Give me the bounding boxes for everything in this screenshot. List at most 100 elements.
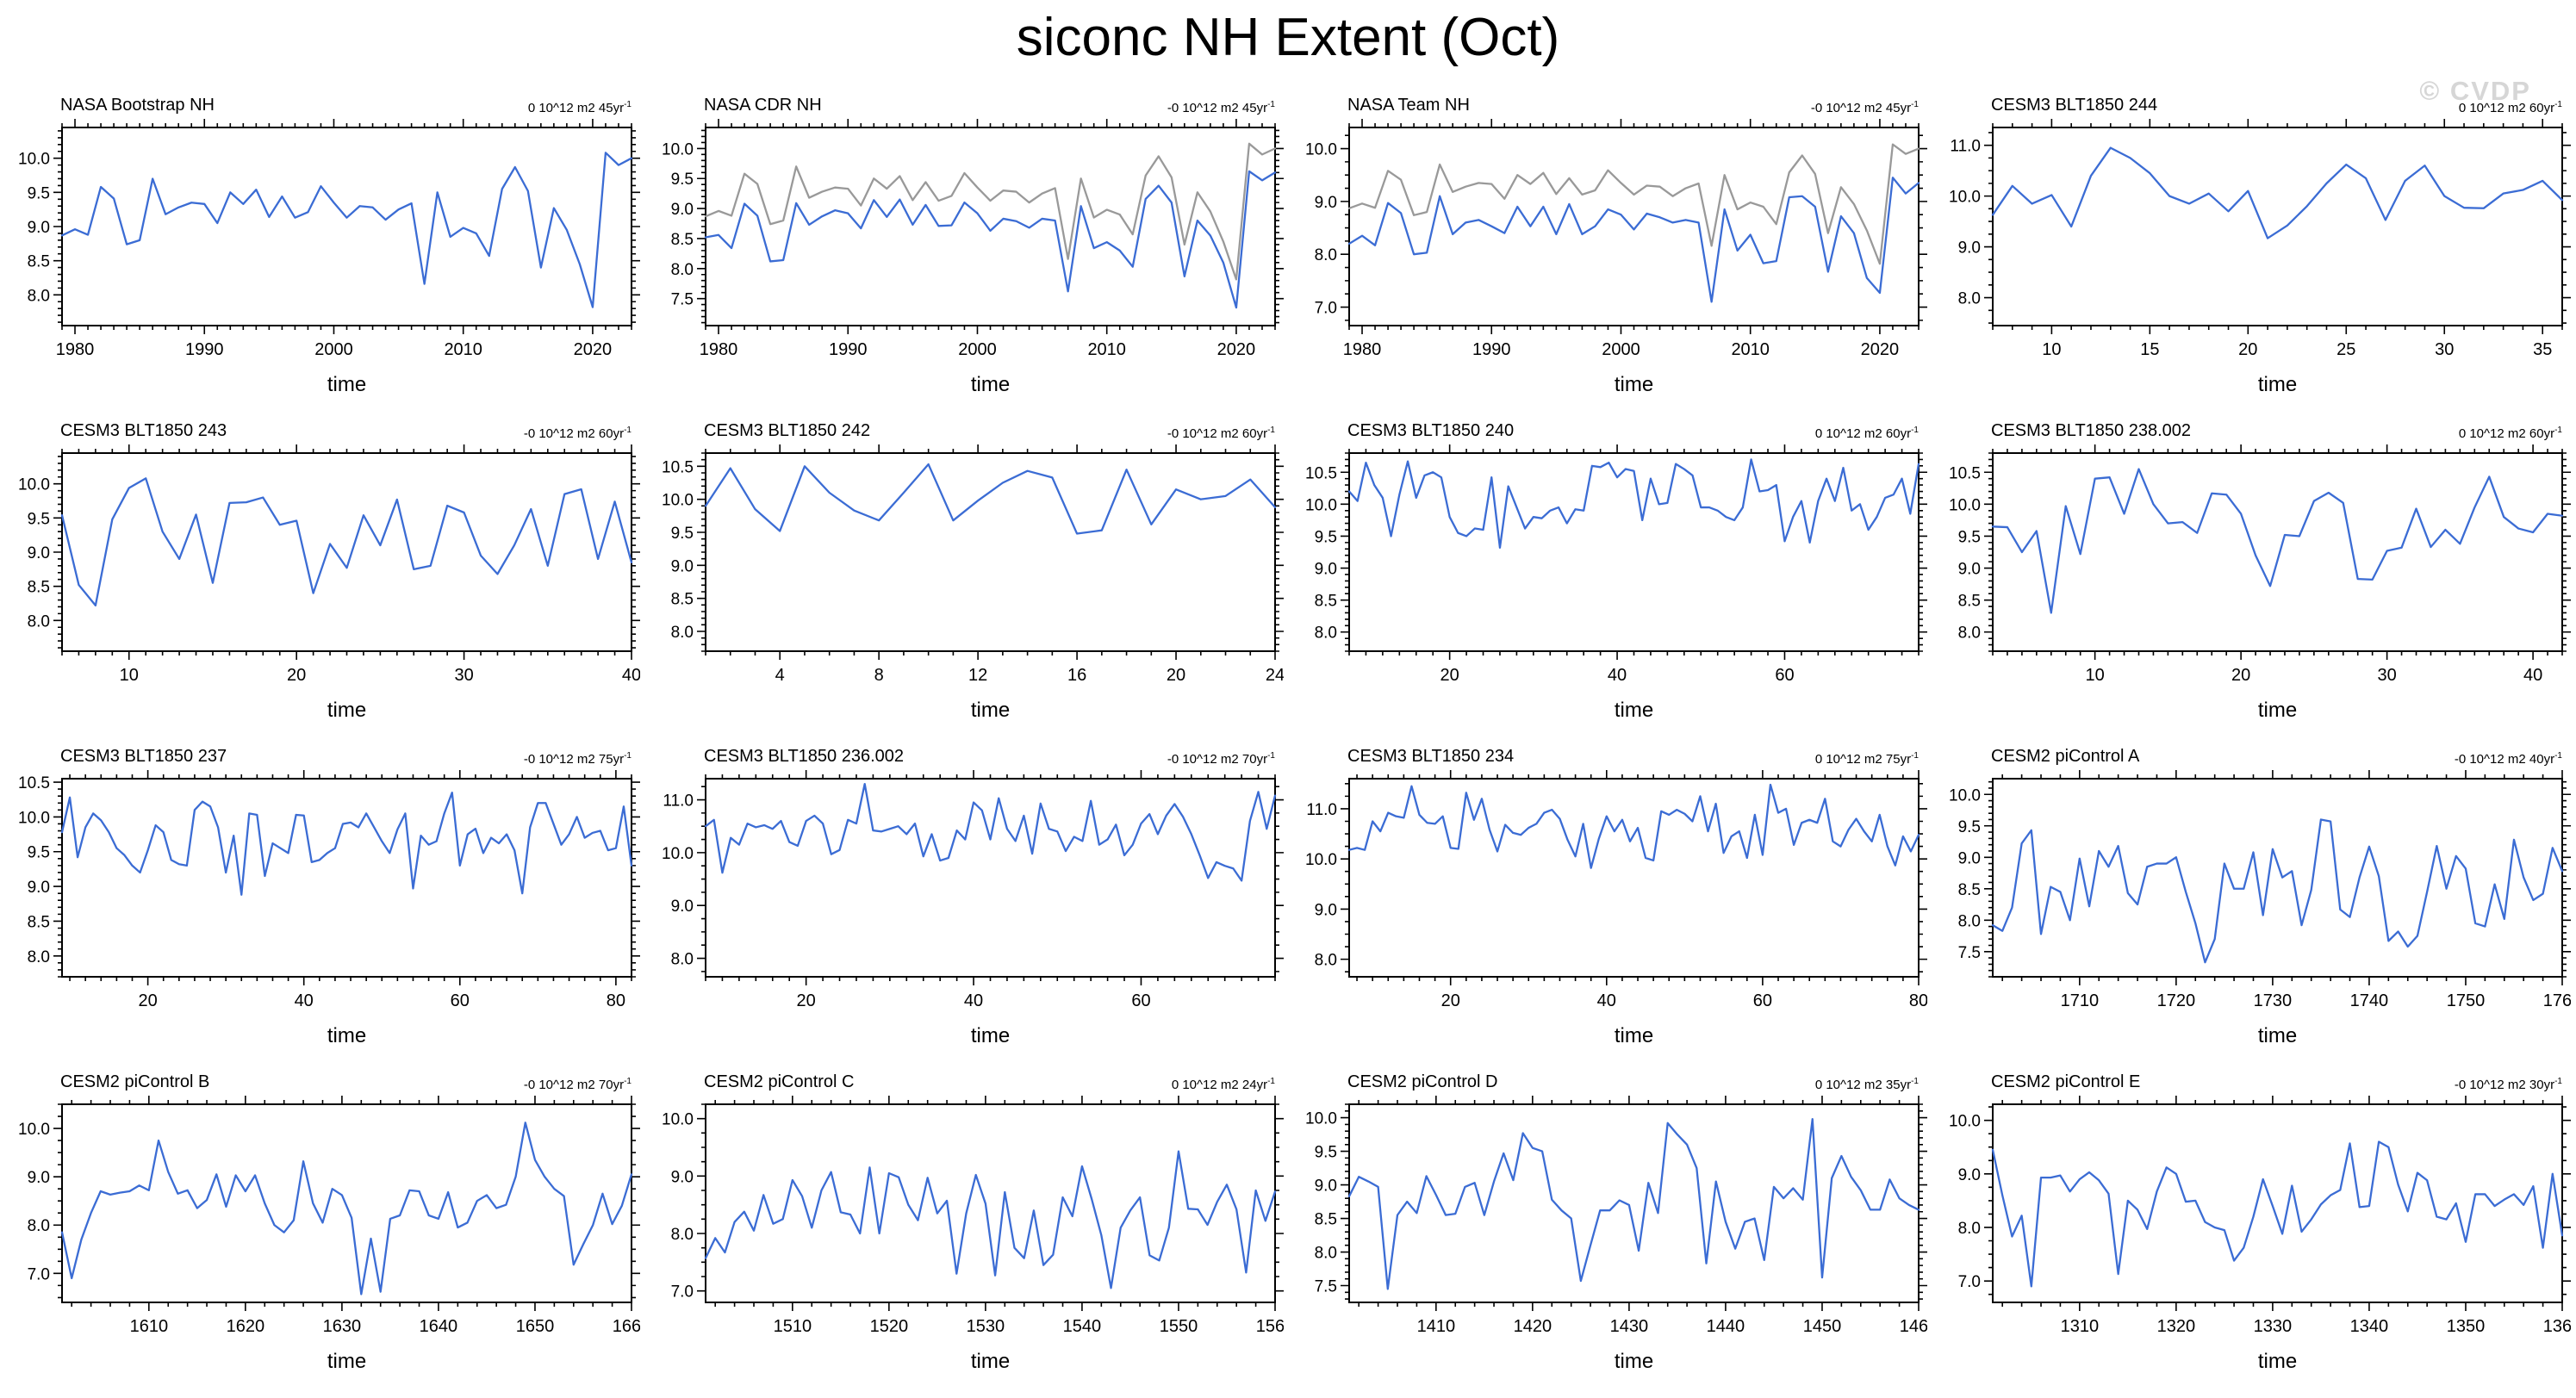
x-axis-label: time	[1615, 1350, 1653, 1373]
svg-text:1330: 1330	[2254, 1317, 2293, 1336]
svg-text:8.0: 8.0	[1958, 290, 1981, 308]
panel-title: NASA Team NH	[1347, 96, 1470, 115]
trend-text: 0 10^12 m2 60yr	[2458, 426, 2555, 441]
chart-panel: NASA Team NH -0 10^12 m2 45yr-1 7.0 8.0 9.…	[1292, 93, 1927, 408]
data-series-nasa-bootstrap-nh-reference	[704, 142, 1277, 281]
trend-superscript: -1	[1911, 100, 1919, 109]
svg-text:11.0: 11.0	[1306, 801, 1337, 819]
trend-superscript: -1	[1267, 751, 1275, 761]
svg-text:35: 35	[2533, 340, 2552, 359]
data-series-cesm3-blt1850-240	[1347, 458, 1920, 549]
svg-text:20: 20	[1440, 666, 1459, 685]
svg-text:10.0: 10.0	[18, 809, 50, 827]
svg-text:9.5: 9.5	[1958, 818, 1981, 836]
data-series-cesm3-blt1850-243	[60, 477, 633, 607]
trend-superscript: -1	[2554, 426, 2562, 435]
chart-panel: CESM3 BLT1850 243 -0 10^12 m2 60yr-1 8.0…	[5, 419, 640, 734]
svg-text:20: 20	[2238, 340, 2257, 359]
svg-text:1730: 1730	[2254, 991, 2293, 1010]
chart-panel: CESM3 BLT1850 236.002 -0 10^12 m2 70yr-1…	[649, 744, 1284, 1059]
svg-text:30: 30	[2435, 340, 2454, 359]
svg-text:10.0: 10.0	[662, 845, 694, 863]
trend-superscript: -1	[624, 100, 632, 109]
panel-header: CESM3 BLT1850 240 0 10^12 m2 60yr-1	[1292, 419, 1927, 441]
trend-superscript: -1	[1267, 1077, 1275, 1086]
svg-text:8.0: 8.0	[1958, 624, 1981, 643]
trend-superscript: -1	[624, 1077, 632, 1086]
panel-trend-annotation: -0 10^12 m2 60yr-1	[524, 426, 632, 441]
line-plot: 7.0 8.0 9.0 10.0 1310 1320 1330 1340 1350 1360 tim…	[1949, 1096, 2571, 1373]
svg-text:40: 40	[2523, 666, 2542, 685]
svg-text:11.0: 11.0	[1950, 138, 1981, 156]
chart-panel: CESM2 piControl C 0 10^12 m2 24yr-1 7.0 8…	[649, 1070, 1284, 1385]
svg-text:8.5: 8.5	[1958, 881, 1981, 899]
svg-text:10.0: 10.0	[1949, 1113, 1981, 1131]
cvdp-watermark: © CVDP	[2419, 76, 2531, 106]
svg-text:10.0: 10.0	[1305, 1110, 1337, 1128]
x-axis-label: time	[327, 1350, 366, 1373]
svg-text:16: 16	[1067, 666, 1086, 685]
data-series-cesm2-picontrol-d	[1347, 1117, 1920, 1290]
svg-text:1350: 1350	[2447, 1317, 2486, 1336]
svg-text:25: 25	[2336, 340, 2355, 359]
panel-title: CESM3 BLT1850 242	[704, 421, 871, 440]
svg-text:7.5: 7.5	[1315, 1278, 1337, 1296]
svg-text:1750: 1750	[2447, 991, 2486, 1010]
panel-trend-annotation: 0 10^12 m2 35yr-1	[1815, 1077, 1919, 1092]
svg-text:8.0: 8.0	[1315, 246, 1337, 264]
svg-text:8.0: 8.0	[1315, 952, 1337, 970]
trend-superscript: -1	[2554, 1077, 2562, 1086]
svg-text:9.0: 9.0	[1958, 849, 1981, 867]
trend-text: 0 10^12 m2 35yr	[1814, 1078, 1912, 1092]
svg-text:40: 40	[622, 666, 640, 685]
panel-trend-annotation: 0 10^12 m2 60yr-1	[1815, 426, 1919, 441]
svg-text:9.5: 9.5	[28, 184, 50, 202]
data-series-cesm2-picontrol-e	[1991, 1140, 2564, 1288]
data-series-nasa-team-nh	[1347, 177, 1920, 303]
panel-title: NASA CDR NH	[704, 96, 822, 115]
svg-text:8.0: 8.0	[671, 261, 694, 279]
panel-title: CESM2 piControl B	[60, 1072, 210, 1091]
svg-text:40: 40	[964, 991, 983, 1010]
chart-panel: CESM2 piControl E -0 10^12 m2 30yr-1 7.0…	[1936, 1070, 2571, 1385]
panel-trend-annotation: -0 10^12 m2 45yr-1	[1167, 100, 1275, 115]
trend-text: -0 10^12 m2 45yr	[1167, 101, 1268, 115]
x-axis-label: time	[1615, 373, 1653, 396]
trend-superscript: -1	[2554, 100, 2562, 109]
svg-text:1710: 1710	[2061, 991, 2100, 1010]
svg-text:1990: 1990	[829, 340, 868, 359]
panel-header: CESM2 piControl B -0 10^12 m2 70yr-1	[5, 1070, 640, 1092]
svg-text:1630: 1630	[323, 1317, 362, 1336]
panel-header: CESM2 piControl D 0 10^12 m2 35yr-1	[1292, 1070, 1927, 1092]
svg-text:9.0: 9.0	[1315, 1177, 1337, 1196]
panel-trend-annotation: 0 10^12 m2 24yr-1	[1172, 1077, 1275, 1092]
chart-panel: CESM3 BLT1850 244 0 10^12 m2 60yr-1 8.0 9…	[1936, 93, 2571, 408]
svg-text:20: 20	[1441, 991, 1460, 1010]
svg-text:8.0: 8.0	[28, 287, 50, 305]
panel-trend-annotation: -0 10^12 m2 30yr-1	[2455, 1077, 2562, 1092]
svg-text:10.0: 10.0	[662, 140, 694, 158]
panel-header: CESM3 BLT1850 242 -0 10^12 m2 60yr-1	[649, 419, 1284, 441]
trend-text: -0 10^12 m2 75yr	[523, 752, 625, 767]
line-plot: 8.0 9.0 10.0 11.0 20 40 60 time	[662, 770, 1284, 1047]
svg-text:10.5: 10.5	[662, 458, 694, 476]
trend-text: -0 10^12 m2 70yr	[523, 1078, 625, 1092]
panel-header: NASA Team NH -0 10^12 m2 45yr-1	[1292, 93, 1927, 115]
svg-text:1660: 1660	[613, 1317, 640, 1336]
svg-text:40: 40	[1597, 991, 1616, 1010]
panel-trend-annotation: 0 10^12 m2 75yr-1	[1815, 751, 1919, 767]
svg-text:9.5: 9.5	[28, 510, 50, 528]
svg-text:10.5: 10.5	[1305, 464, 1337, 482]
trend-text: -0 10^12 m2 70yr	[1167, 752, 1268, 767]
svg-text:10.0: 10.0	[1949, 189, 1981, 207]
svg-text:1560: 1560	[1256, 1317, 1284, 1336]
svg-text:2000: 2000	[958, 340, 997, 359]
data-series-cesm3-blt1850-234	[1347, 783, 1920, 869]
svg-text:10.0: 10.0	[662, 1111, 694, 1129]
panel-header: CESM2 piControl C 0 10^12 m2 24yr-1	[649, 1070, 1284, 1092]
svg-text:10.0: 10.0	[1305, 851, 1337, 869]
line-plot: 7.0 8.0 9.0 10.0 1980 1990 2000 2010 2020 time	[1305, 119, 1927, 396]
x-axis-label: time	[1615, 1024, 1653, 1047]
svg-text:7.0: 7.0	[1958, 1273, 1981, 1291]
trend-superscript: -1	[2554, 751, 2562, 761]
